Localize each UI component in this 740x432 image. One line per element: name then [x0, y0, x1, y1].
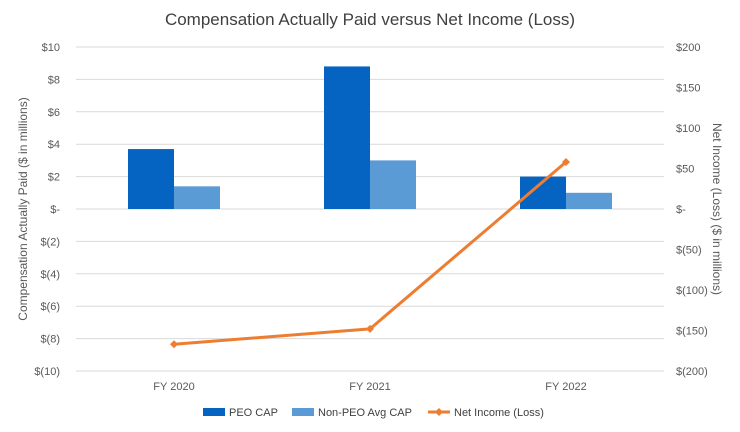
left-tick-label: $- [50, 204, 60, 216]
left-tick-label: $2 [48, 172, 60, 184]
left-tick-label: $(10) [34, 366, 60, 378]
right-tick-label: $200 [676, 42, 700, 54]
left-tick-label: $(6) [40, 301, 60, 313]
x-tick-label: FY 2021 [349, 381, 390, 393]
legend-label: Net Income (Loss) [454, 407, 544, 419]
bars [128, 66, 612, 209]
legend-label: PEO CAP [229, 407, 278, 419]
left-tick-label: $(8) [40, 334, 60, 346]
right-tick-label: $(150) [676, 326, 708, 338]
x-axis-ticks: FY 2020 FY 2021 FY 2022 [153, 381, 586, 393]
legend-label: Non-PEO Avg CAP [318, 407, 412, 419]
net-income-point [562, 158, 570, 167]
left-tick-label: $6 [48, 107, 60, 119]
net-income-point [366, 324, 374, 333]
chart-title: Compensation Actually Paid versus Net In… [165, 10, 575, 29]
left-axis-title: Compensation Actually Paid ($ in million… [16, 97, 30, 320]
net-income-line-group [170, 158, 570, 349]
left-axis-ticks: $(10) $(8) $(6) $(4) $(2) $- $2 $4 $6 $8 $10 [34, 42, 60, 378]
right-tick-label: $- [676, 204, 686, 216]
right-tick-label: $(50) [676, 245, 702, 257]
right-axis-ticks: $(200) $(150) $(100) $(50) $- $50 $100 $150 $200 [676, 42, 708, 378]
x-tick-label: FY 2020 [153, 381, 194, 393]
legend: PEO CAP Non-PEO Avg CAP Net Income (Loss) [203, 407, 544, 419]
right-tick-label: $(200) [676, 366, 708, 378]
right-tick-label: $100 [676, 123, 700, 135]
x-tick-label: FY 2022 [545, 381, 586, 393]
left-tick-label: $(2) [40, 236, 60, 248]
right-tick-label: $50 [676, 164, 694, 176]
right-axis-title: Net Income (Loss) ($ in millions) [710, 123, 724, 295]
bar-non-peo-avg-cap [370, 160, 416, 209]
left-tick-label: $4 [48, 139, 60, 151]
net-income-point [170, 340, 178, 349]
left-tick-label: $10 [42, 42, 60, 54]
right-tick-label: $(100) [676, 285, 708, 297]
bar-non-peo-avg-cap [174, 186, 220, 209]
legend-swatch-0 [203, 408, 225, 416]
bar-non-peo-avg-cap [566, 192, 612, 209]
legend-swatch-1 [292, 408, 314, 416]
left-tick-label: $8 [48, 74, 60, 86]
bar-peo-cap [324, 66, 370, 209]
legend-marker-2 [435, 408, 443, 416]
right-tick-label: $150 [676, 83, 700, 95]
bar-peo-cap [128, 149, 174, 209]
left-tick-label: $(4) [40, 269, 60, 281]
